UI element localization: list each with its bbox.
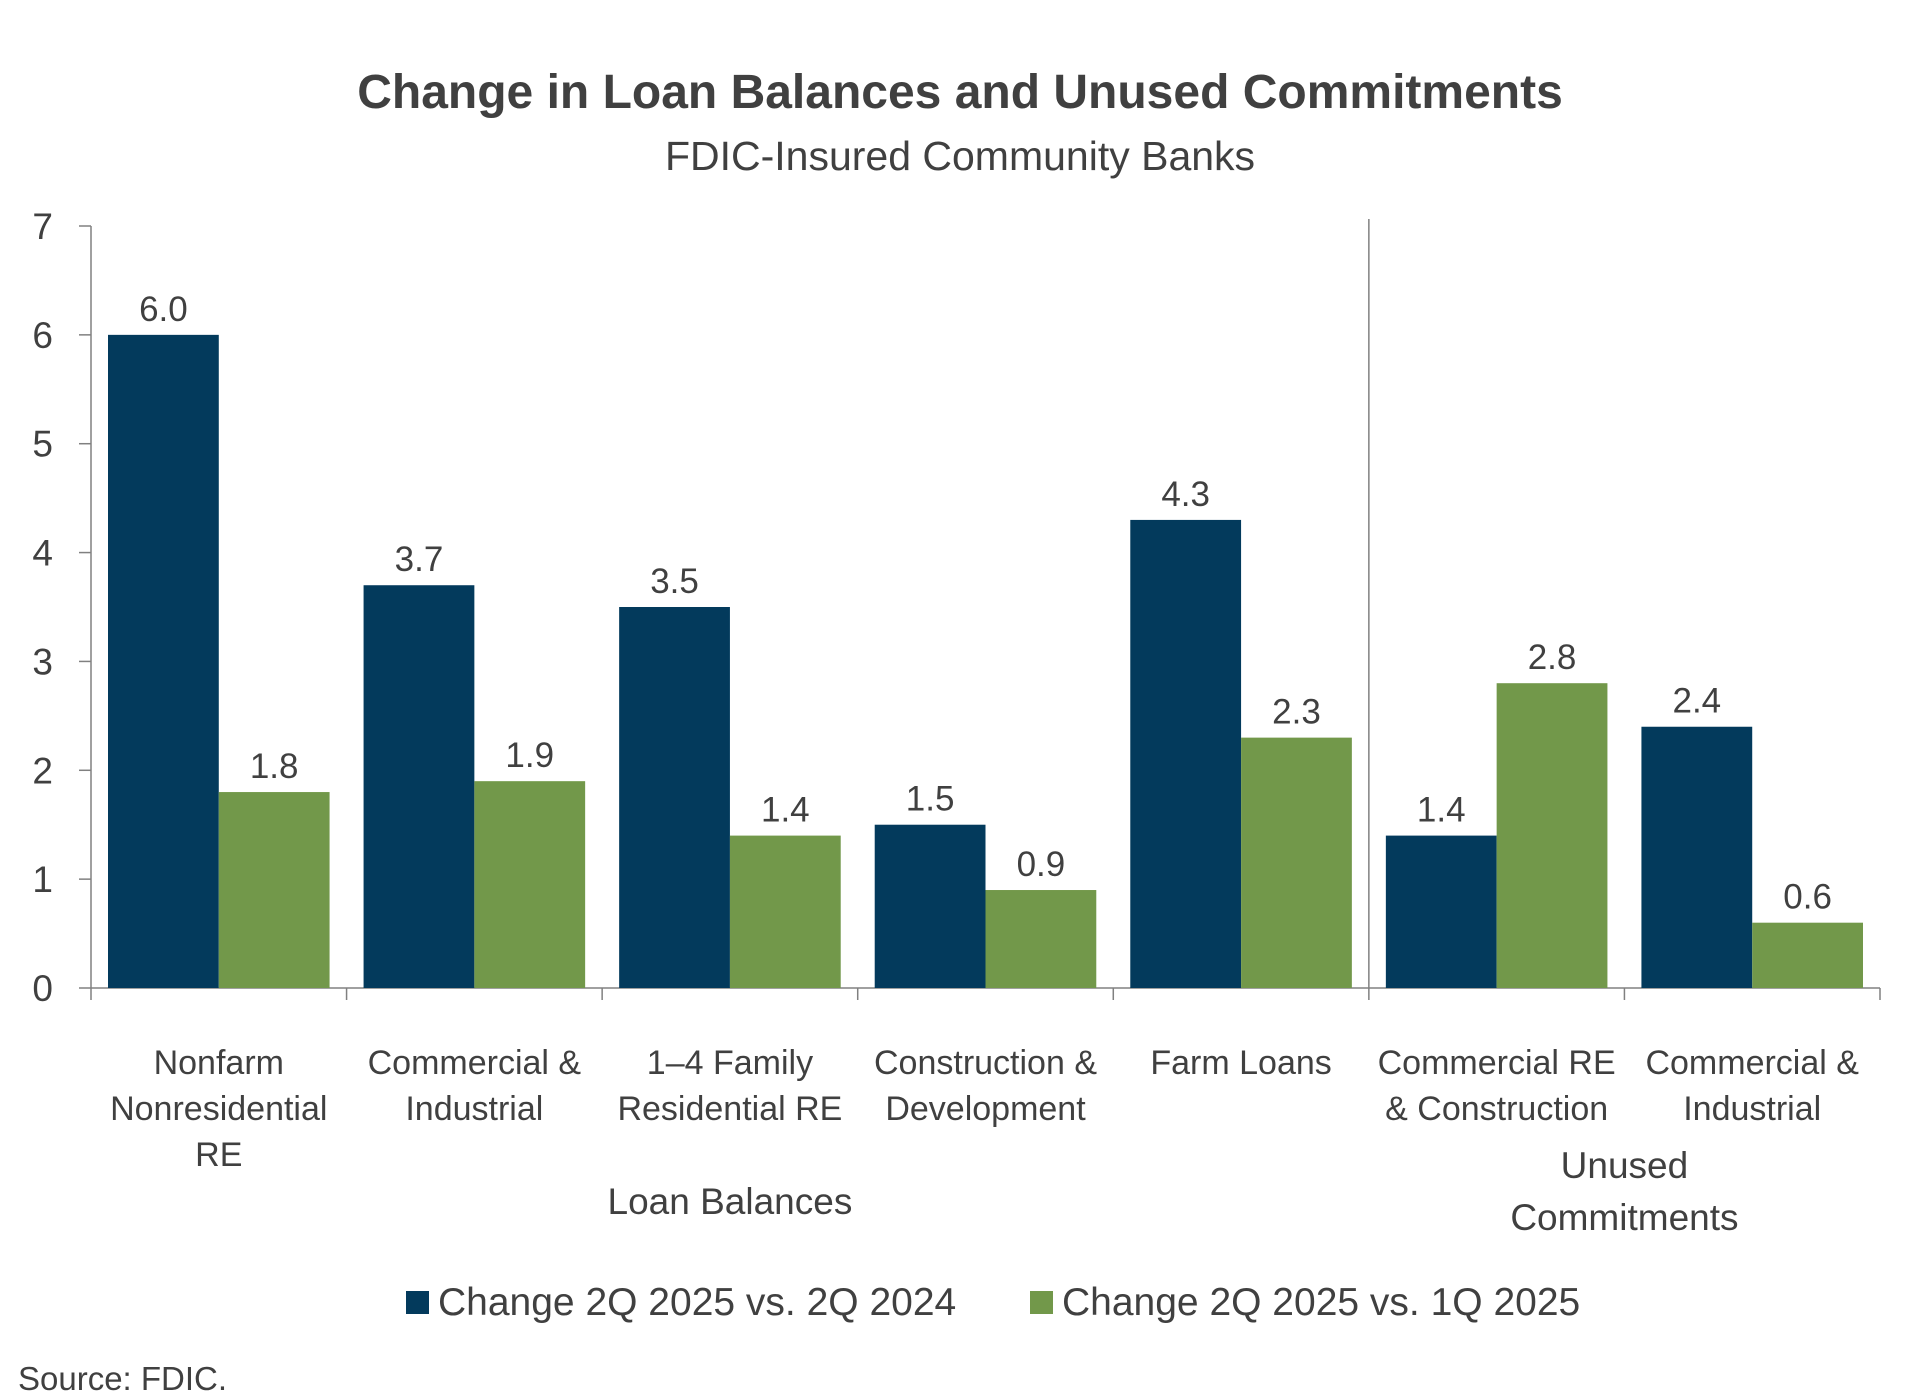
y-tick-label: 2 [32,750,53,791]
bar-value-label: 1.9 [505,736,554,775]
bar-value-label: 2.4 [1672,682,1721,721]
legend-label: Change 2Q 2025 vs. 1Q 2025 [1062,1281,1580,1324]
bar-series-2 [985,890,1097,988]
bar-series-2 [218,792,330,988]
bar-value-label: 1.4 [761,791,810,830]
y-tick-label: 4 [32,533,53,574]
bar-series-2 [729,835,841,988]
category-label: Farm Loans [1150,1044,1331,1082]
category-label: Nonfarm [154,1044,284,1082]
group-label: Loan Balances [608,1181,853,1222]
bar-value-label: 0.6 [1783,878,1832,917]
bar-series-2 [1241,737,1352,988]
y-tick-label: 7 [32,206,53,247]
bar-value-label: 3.5 [650,562,699,601]
category-label: & Construction [1385,1090,1608,1128]
group-label: Commitments [1510,1197,1738,1238]
category-label: 1–4 Family [647,1044,813,1082]
bar-series-1 [619,607,730,988]
legend: Change 2Q 2025 vs. 2Q 2024 Change 2Q 2025… [406,1281,1580,1324]
bar-series-1 [1641,726,1753,988]
legend-swatch [406,1291,429,1314]
bar-series-2 [474,781,586,988]
chart-subtitle: FDIC-Insured Community Banks [665,133,1255,179]
bar-series-1 [1130,519,1242,988]
bar-value-label: 4.3 [1161,475,1210,514]
bar-series-2 [1496,683,1608,988]
bar-value-label: 1.8 [250,747,299,786]
data-labels: 6.0 3.7 3.5 1.5 4.3 1.4 2.4 1.8 1.9 1.4 0.9 2.3 2.8 0… [139,290,1832,917]
category-label: Industrial [1683,1090,1821,1128]
category-label: Commercial & [1645,1044,1859,1082]
bar-value-label: 0.9 [1017,845,1066,884]
source-note: Source: FDIC. [18,1360,227,1396]
legend-swatch [1030,1291,1053,1314]
bar-series-1 [874,824,986,988]
category-label: Commercial RE [1378,1044,1616,1082]
category-label: RE [195,1136,242,1174]
category-label: Residential RE [617,1090,842,1128]
category-label: Nonresidential [110,1090,327,1128]
category-label: Construction & [874,1044,1097,1082]
y-tick-label: 3 [32,641,53,682]
category-labels: Nonfarm Nonresidential RE Commercial & Indus… [110,1044,1859,1238]
bar-value-label: 2.3 [1272,693,1321,732]
bar-series-1 [1385,835,1497,988]
bar-value-label: 2.8 [1528,638,1577,677]
y-tick-label: 6 [32,315,53,356]
group-label: Unused [1561,1145,1689,1186]
y-tick-label: 0 [32,968,53,1009]
category-label: Commercial & [368,1044,582,1082]
legend-label: Change 2Q 2025 vs. 2Q 2024 [438,1281,956,1324]
bar-value-label: 1.4 [1417,791,1466,830]
y-tick-label: 5 [32,424,53,465]
category-label: Industrial [405,1090,543,1128]
bar-value-label: 3.7 [395,540,444,579]
bar-series-2 [1752,922,1863,988]
bar-series-1 [108,334,219,988]
bars [108,334,1863,988]
category-label: Development [885,1090,1086,1128]
bar-value-label: 1.5 [906,780,955,819]
chart-title: Change in Loan Balances and Unused Commi… [357,66,1563,119]
bar-value-label: 6.0 [139,290,188,329]
y-tick-label: 1 [32,859,53,900]
bar-series-1 [363,585,475,988]
